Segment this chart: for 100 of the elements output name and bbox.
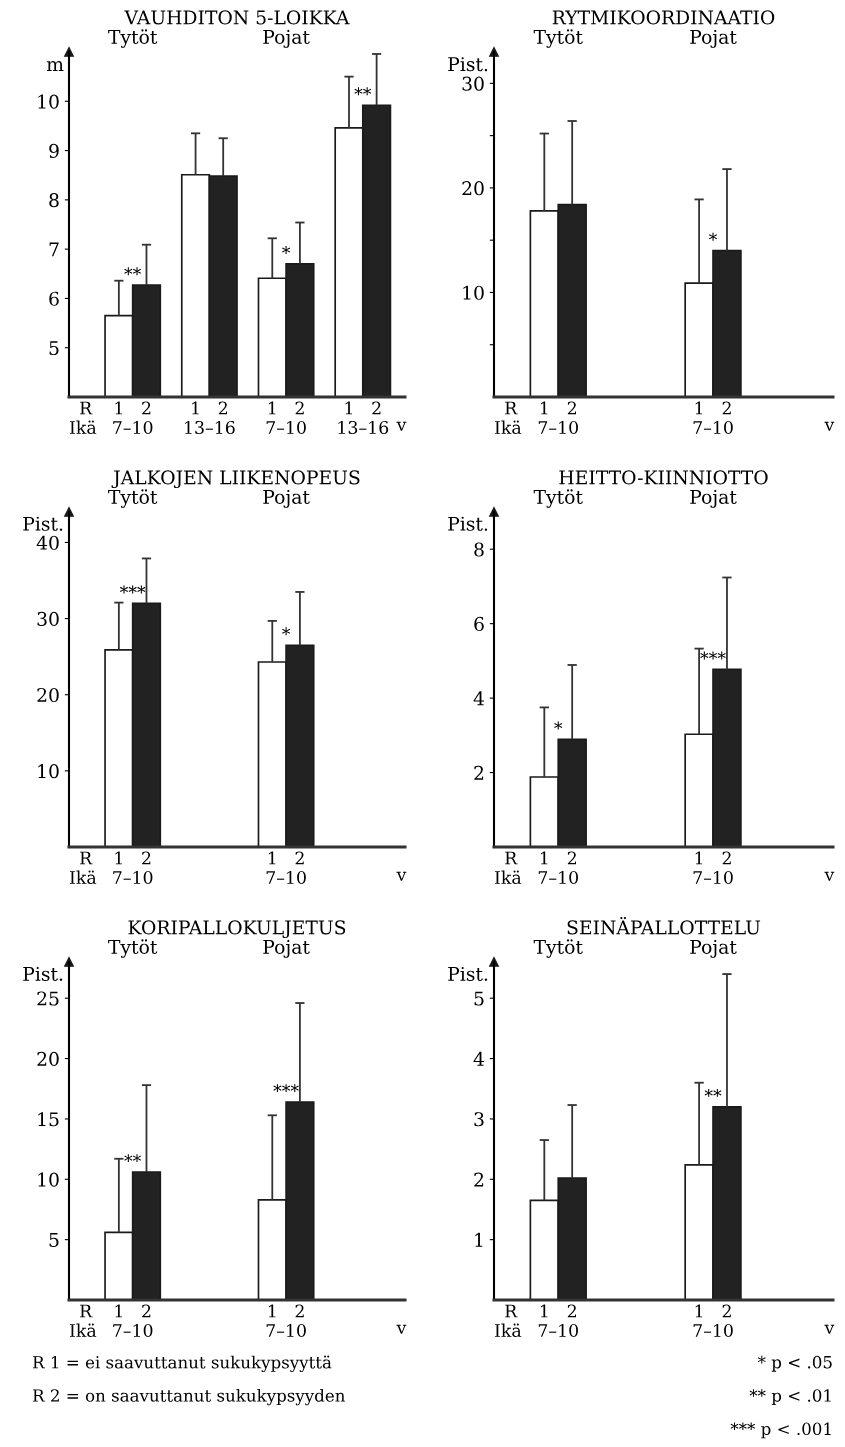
y-axis-title: Pist. <box>23 516 63 531</box>
text: R <box>505 1304 518 1318</box>
series-label: 2 <box>567 1304 576 1318</box>
y-tick-label: 1 <box>475 1232 483 1247</box>
data-label: ** <box>124 1154 142 1163</box>
x-tick-label: 7–10 <box>693 420 733 435</box>
chart-title: KORIPALLOKULJETUS <box>128 920 346 939</box>
x-tick-label: 7–10 <box>538 870 578 885</box>
y-tick-label: 8 <box>49 193 59 208</box>
text: Tytöt <box>108 489 158 508</box>
data-label: ** <box>124 267 142 276</box>
series-label: 1 <box>540 401 548 415</box>
data-label: * <box>554 721 563 730</box>
data-label: ** <box>704 1088 722 1097</box>
x-axis-title: v <box>824 871 835 881</box>
chart-title: VAUHDITON 5-LOIKKA <box>124 10 350 25</box>
y-tick-label: 5 <box>49 341 59 356</box>
text: 1 <box>695 851 703 865</box>
y-tick-label: 9 <box>49 143 59 158</box>
text: 2 <box>295 1304 304 1318</box>
series-label: 1 <box>115 851 122 865</box>
text: Tytöt <box>108 939 158 958</box>
x-tick-label: 7–10 <box>538 1323 578 1338</box>
text: Pojat <box>263 489 310 508</box>
text: R <box>505 851 518 865</box>
series-label: 2 <box>567 851 576 865</box>
data-label: ** <box>354 87 372 96</box>
text: 2 <box>142 401 151 415</box>
chart-title: JALKOJEN LIIKENOPEUS <box>111 470 360 489</box>
chart-title: HEITTO-KIINNIOTTO <box>559 470 768 485</box>
y-axis-title: Pist. <box>23 966 63 981</box>
data-label: * <box>282 627 291 636</box>
y-tick-label: 20 <box>37 1051 59 1066</box>
text: Pojat <box>263 939 310 958</box>
y-tick-label: 10 <box>463 285 484 300</box>
text: 1 <box>268 851 276 865</box>
y-axis-title: Pist. <box>448 516 488 531</box>
text: 1 <box>268 401 276 415</box>
y-tick-label: 10 <box>38 94 59 109</box>
series-label: 1 <box>192 401 199 415</box>
text: Ikä <box>69 420 97 435</box>
y-axis-title: Pist. <box>448 57 488 72</box>
data-label: *** <box>700 651 726 660</box>
text: Ikä <box>69 870 97 885</box>
data-label: *** <box>273 1084 299 1093</box>
x-tick-label: 7–10 <box>266 870 306 885</box>
x-tick-label: 7–10 <box>266 1323 306 1338</box>
text: Ikä <box>494 1323 522 1338</box>
series-label: 2 <box>567 401 576 415</box>
text: Pojat <box>690 939 737 958</box>
text: Pojat <box>690 489 737 508</box>
text: 2 <box>218 401 228 415</box>
y-tick-label: 25 <box>37 991 59 1006</box>
text: R 2 = on saavuttanut sukukypsyyden <box>32 1388 345 1406</box>
text: 2 <box>722 401 731 415</box>
text: R <box>80 1304 93 1318</box>
y-tick-label: 7 <box>49 242 59 257</box>
text: Ikä <box>494 870 522 885</box>
text: R <box>80 401 93 415</box>
text: Ikä <box>494 420 522 435</box>
y-tick-label: 4 <box>473 691 485 706</box>
x-axis-title: v <box>824 1324 835 1334</box>
y-tick-label: 10 <box>38 764 59 779</box>
text: 1 <box>115 401 122 415</box>
text: Tytöt <box>533 489 583 508</box>
x-axis-title: v <box>396 871 407 881</box>
x-axis-title: v <box>396 1324 407 1334</box>
series-label: 1 <box>540 1304 548 1318</box>
text: ** p < .01 <box>749 1389 831 1406</box>
text: Tytöt <box>533 29 583 48</box>
y-tick-label: 40 <box>36 535 59 550</box>
data-label: * <box>282 246 291 254</box>
text: 1 <box>695 1304 703 1318</box>
y-tick-label: 20 <box>462 181 484 196</box>
data-label: * <box>708 232 718 241</box>
x-tick-label: 13–16 <box>338 420 389 435</box>
text: Tytöt <box>533 939 583 958</box>
text: *** p < .001 <box>730 1422 831 1439</box>
text: 1 <box>268 1304 276 1318</box>
y-tick-label: 3 <box>474 1112 484 1127</box>
x-tick-label: 7–10 <box>113 420 153 435</box>
text: 1 <box>345 401 353 415</box>
y-tick-label: 30 <box>462 76 484 91</box>
x-axis-title: v <box>824 421 835 431</box>
text: * p < .05 <box>757 1355 832 1372</box>
text: Ikä <box>69 1323 97 1338</box>
series-label: 2 <box>295 401 304 415</box>
chart-title: SEINÄPALLOTTELU <box>567 917 761 935</box>
y-tick-label: 30 <box>37 611 59 626</box>
text: 2 <box>295 851 304 865</box>
text: 2 <box>722 851 731 865</box>
text: 2 <box>722 1304 731 1318</box>
text: Pojat <box>690 29 737 48</box>
y-tick-label: 6 <box>49 291 59 306</box>
y-tick-label: 10 <box>38 1172 59 1187</box>
x-tick-label: 13–16 <box>185 420 235 435</box>
y-tick-label: 4 <box>473 1051 485 1066</box>
text: Tytöt <box>108 29 158 48</box>
x-tick-label: 7–10 <box>266 420 306 435</box>
text: R <box>80 851 93 865</box>
